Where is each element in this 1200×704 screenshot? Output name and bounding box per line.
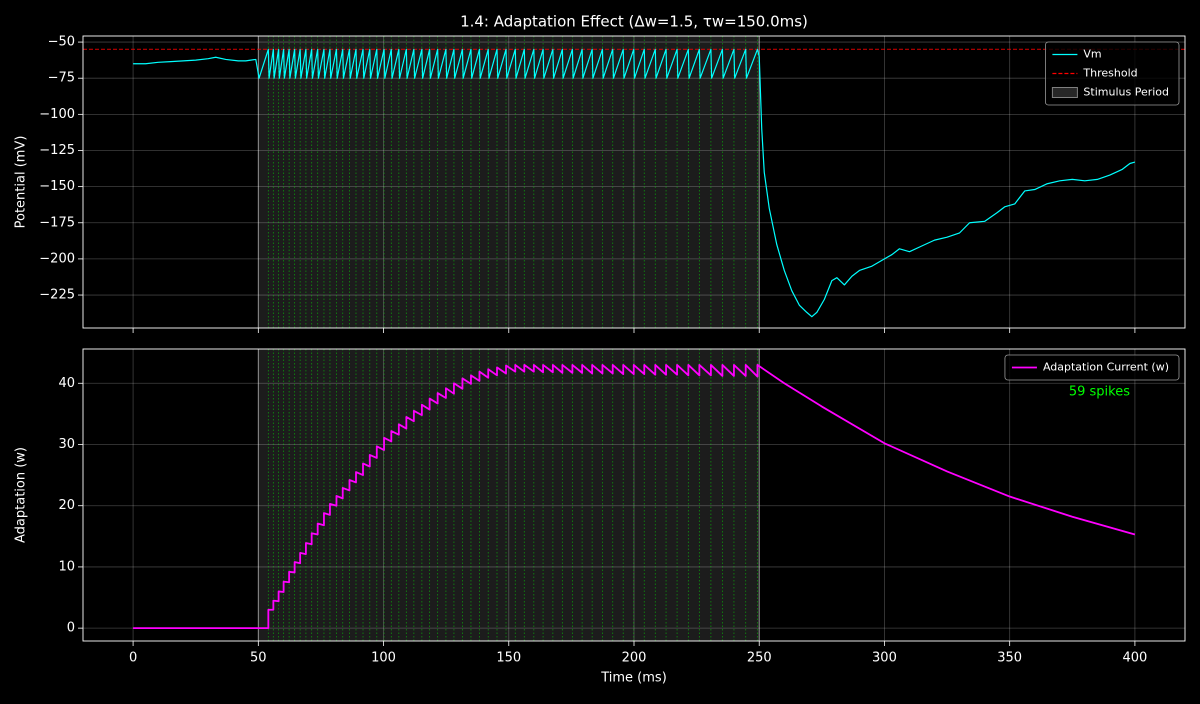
- data-line: [133, 364, 1136, 630]
- y-tick-label: −100: [39, 107, 75, 122]
- axes-frame: [82, 35, 1186, 329]
- legend-box: [1004, 354, 1180, 381]
- y-tick-label: −200: [39, 251, 75, 266]
- x-tick-label: 150: [496, 651, 521, 666]
- annotation: 59 spikes: [1069, 385, 1130, 400]
- legend-box: [1045, 41, 1180, 106]
- y-tick-label: −125: [39, 143, 75, 158]
- plot-area: [83, 36, 1185, 328]
- x-tick-label: 0: [129, 651, 137, 666]
- y-tick-label: 0: [67, 621, 75, 636]
- y-tick-label: −75: [48, 71, 75, 86]
- legend-label: Adaptation Current (w): [1043, 361, 1169, 374]
- stimulus-period: [257, 349, 760, 641]
- legend-label: Threshold: [1082, 67, 1137, 80]
- x-tick-label: 200: [622, 651, 647, 666]
- axes-frame: [82, 348, 1186, 642]
- x-tick-label: 400: [1122, 651, 1147, 666]
- y-tick-label: −175: [39, 215, 75, 230]
- plot-area: [83, 349, 1185, 641]
- x-tick-label: 250: [747, 651, 772, 666]
- y-tick-label: 30: [58, 437, 75, 452]
- data-line: [133, 48, 1136, 318]
- x-axis-label: Time (ms): [600, 671, 667, 686]
- legend-swatch: [1051, 87, 1078, 98]
- y-tick-label: 10: [58, 559, 75, 574]
- stimulus-period: [257, 36, 760, 328]
- y-tick-label: −225: [39, 288, 75, 303]
- y-axis-label: Adaptation (w): [14, 447, 29, 543]
- x-tick-label: 300: [872, 651, 897, 666]
- y-axis-label: Potential (mV): [14, 136, 29, 229]
- y-tick-label: 20: [58, 498, 75, 513]
- y-tick-label: −150: [39, 179, 75, 194]
- legend-label: Stimulus Period: [1083, 86, 1169, 99]
- x-tick-label: 100: [371, 651, 396, 666]
- x-tick-label: 50: [250, 651, 267, 666]
- legend-label: Vm: [1083, 48, 1101, 61]
- y-tick-label: 40: [58, 376, 75, 391]
- legend: Adaptation Current (w): [1004, 354, 1180, 381]
- legend: Vm Threshold Stimulus Period: [1045, 41, 1180, 106]
- y-tick-label: −50: [48, 35, 75, 50]
- x-tick-label: 350: [997, 651, 1022, 666]
- chart-title: 1.4: Adaptation Effect (Δw=1.5, τw=150.0…: [460, 13, 808, 31]
